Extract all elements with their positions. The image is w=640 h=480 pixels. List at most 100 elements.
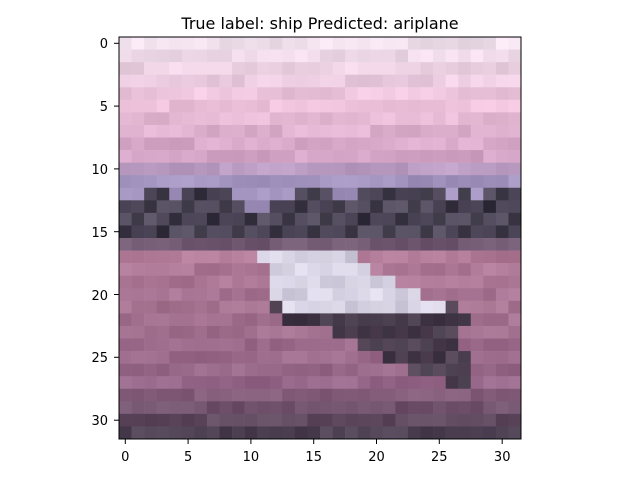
image-pixel	[282, 137, 296, 151]
image-pixel	[370, 238, 384, 251]
image-pixel	[458, 37, 472, 50]
image-pixel	[169, 212, 183, 226]
image-pixel	[345, 212, 358, 226]
image-pixel	[395, 413, 409, 427]
image-pixel	[232, 325, 245, 339]
image-pixel	[169, 150, 183, 163]
image-pixel	[269, 112, 283, 126]
image-pixel	[458, 99, 472, 113]
image-pixel	[131, 363, 145, 377]
image-pixel	[194, 112, 208, 126]
image-pixel	[232, 175, 245, 189]
image-pixel	[395, 363, 409, 377]
image-pixel	[370, 137, 384, 151]
image-pixel	[345, 162, 358, 176]
image-pixel	[407, 275, 421, 289]
image-pixel	[131, 388, 145, 402]
image-pixel	[332, 87, 346, 101]
image-pixel	[320, 263, 333, 276]
image-pixel	[433, 162, 446, 176]
image-pixel	[269, 338, 283, 352]
image-pixel	[194, 363, 208, 377]
image-pixel	[357, 124, 371, 138]
image-pixel	[156, 112, 170, 126]
image-pixel	[144, 288, 157, 302]
image-pixel	[395, 325, 409, 339]
image-pixel	[483, 187, 497, 201]
image-pixel	[282, 288, 296, 302]
image-pixel	[131, 238, 145, 251]
image-pixel	[181, 426, 195, 440]
image-pixel	[508, 162, 522, 176]
image-pixel	[320, 313, 333, 327]
image-pixel	[307, 413, 321, 427]
image-pixel	[206, 288, 220, 302]
image-pixel	[244, 238, 258, 251]
image-pixel	[282, 49, 296, 63]
image-pixel	[244, 150, 258, 163]
image-pixel	[294, 112, 308, 126]
image-pixel	[219, 212, 233, 226]
image-pixel	[119, 212, 132, 226]
image-pixel	[420, 112, 434, 126]
image-pixel	[282, 300, 296, 314]
image-pixel	[181, 212, 195, 226]
image-pixel	[433, 175, 446, 189]
image-pixel	[470, 263, 484, 276]
image-pixel	[244, 99, 258, 113]
image-pixel	[282, 401, 296, 415]
image-pixel	[294, 200, 308, 214]
image-pixel	[131, 99, 145, 113]
image-pixel	[119, 150, 132, 163]
image-pixel	[445, 351, 459, 364]
image-pixel	[257, 150, 271, 163]
image-pixel	[219, 376, 233, 390]
image-pixel	[445, 150, 459, 163]
image-pixel	[445, 137, 459, 151]
image-pixel	[307, 338, 321, 352]
image-pixel	[294, 225, 308, 239]
image-pixel	[206, 150, 220, 163]
image-pixel	[294, 401, 308, 415]
image-pixel	[332, 62, 346, 75]
y-tick-label-15: 15	[91, 226, 108, 241]
image-pixel	[483, 150, 497, 163]
image-pixel	[483, 376, 497, 390]
image-pixel	[282, 124, 296, 138]
image-pixel	[119, 137, 132, 151]
image-pixel	[370, 288, 384, 302]
image-pixel	[357, 225, 371, 239]
image-pixel	[332, 175, 346, 189]
image-pixel	[508, 49, 522, 63]
image-pixel	[433, 124, 446, 138]
image-pixel	[508, 325, 522, 339]
image-pixel	[131, 37, 145, 50]
image-pixel	[219, 363, 233, 377]
image-pixel	[269, 150, 283, 163]
image-pixel	[244, 413, 258, 427]
image-pixel	[382, 313, 396, 327]
image-pixel	[357, 175, 371, 189]
image-pixel	[131, 200, 145, 214]
image-pixel	[169, 300, 183, 314]
image-pixel	[219, 87, 233, 101]
image-pixel	[282, 325, 296, 339]
image-pixel	[470, 238, 484, 251]
image-pixel	[257, 162, 271, 176]
image-pixel	[382, 401, 396, 415]
image-pixel	[382, 200, 396, 214]
image-pixel	[508, 187, 522, 201]
image-pixel	[508, 99, 522, 113]
image-pixel	[370, 376, 384, 390]
image-pixel	[395, 150, 409, 163]
image-pixel	[470, 150, 484, 163]
image-pixel	[181, 313, 195, 327]
image-pixel	[219, 225, 233, 239]
image-pixel	[156, 162, 170, 176]
image-pixel	[282, 250, 296, 264]
image-pixel	[206, 376, 220, 390]
image-pixel	[470, 137, 484, 151]
image-pixel	[169, 62, 183, 75]
image-pixel	[395, 175, 409, 189]
image-pixel	[131, 62, 145, 75]
